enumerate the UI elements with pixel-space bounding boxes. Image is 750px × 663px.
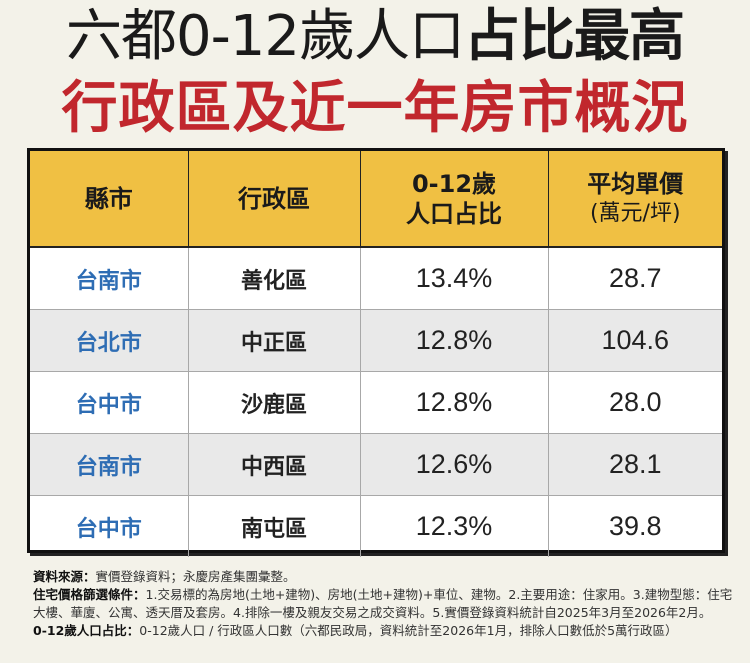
cell-ratio: 13.4% [359,246,549,310]
note-source-text: 實價登錄資料；永慶房產集團彙整。 [95,569,296,584]
table-row: 台南市 善化區 13.4% 28.7 [30,246,722,310]
title-normal: 六都0-12歲人口 [65,4,465,69]
note-filter-text: 1.交易標的為房地(土地+建物)、房地(土地+建物)+車位、建物。2.主要用途：… [33,587,733,620]
cell-price: 39.8 [547,495,722,557]
header-ratio-line1: 0-12歲 [411,169,497,198]
note-source-label: 資料來源： [33,569,96,584]
cell-city: 台南市 [30,246,189,310]
cell-district: 善化區 [187,246,361,310]
table-header-row: 縣市 行政區 0-12歲 人口占比 平均單價 (萬元/坪) [30,151,722,248]
header-ratio: 0-12歲 人口占比 [359,151,549,248]
header-price-line1: 平均單價 [587,169,684,198]
table-row: 台南市 中西區 12.6% 28.1 [30,433,722,496]
note-filter-label: 住宅價格篩選條件： [33,587,146,602]
cell-price: 104.6 [547,309,722,372]
district-table: 縣市 行政區 0-12歲 人口占比 平均單價 (萬元/坪) 台南市 善化區 13.4… [30,151,722,557]
header-district: 行政區 [187,151,361,248]
cell-city: 台中市 [30,495,189,557]
footnotes: 資料來源：實價登錄資料；永慶房產集團彙整。 住宅價格篩選條件：1.交易標的為房地… [33,568,733,640]
note-source: 資料來源：實價登錄資料；永慶房產集團彙整。 [33,568,733,586]
page-title-line2: 行政區及近一年房市概況 [61,76,689,141]
header-city: 縣市 [30,151,189,248]
page-title-line1: 六都0-12歲人口占比最高 [0,2,750,72]
note-ratio: 0-12歲人口占比：0-12歲人口 / 行政區人口數（六都民政局，資料統計至20… [33,622,733,640]
cell-city: 台中市 [30,371,189,434]
cell-district: 南屯區 [187,495,361,557]
table-row: 台中市 沙鹿區 12.8% 28.0 [30,371,722,434]
cell-city: 台南市 [30,433,189,496]
cell-ratio: 12.8% [359,309,549,372]
cell-ratio: 12.8% [359,371,549,434]
data-table-container: 縣市 行政區 0-12歲 人口占比 平均單價 (萬元/坪) 台南市 善化區 13.4… [27,148,725,557]
cell-price: 28.1 [547,433,722,496]
header-price-line2: (萬元/坪) [589,200,681,226]
cell-price: 28.0 [547,371,722,434]
cell-city: 台北市 [30,309,189,372]
header-ratio-line2: 人口占比 [406,199,502,228]
cell-ratio: 12.3% [359,495,549,557]
note-ratio-text: 0-12歲人口 / 行政區人口數（六都民政局，資料統計至2026年1月，排除人口… [139,623,678,638]
note-ratio-label: 0-12歲人口占比： [33,623,140,638]
table-row: 台中市 南屯區 12.3% 39.8 [30,495,722,557]
cell-ratio: 12.6% [359,433,549,496]
cell-district: 中正區 [187,309,361,372]
cell-district: 沙鹿區 [187,371,361,434]
header-price: 平均單價 (萬元/坪) [547,151,722,248]
table-row: 台北市 中正區 12.8% 104.6 [30,309,722,372]
title-bold: 占比最高 [464,4,685,69]
note-filter: 住宅價格篩選條件：1.交易標的為房地(土地+建物)、房地(土地+建物)+車位、建… [33,586,733,622]
cell-district: 中西區 [187,433,361,496]
cell-price: 28.7 [547,246,722,310]
